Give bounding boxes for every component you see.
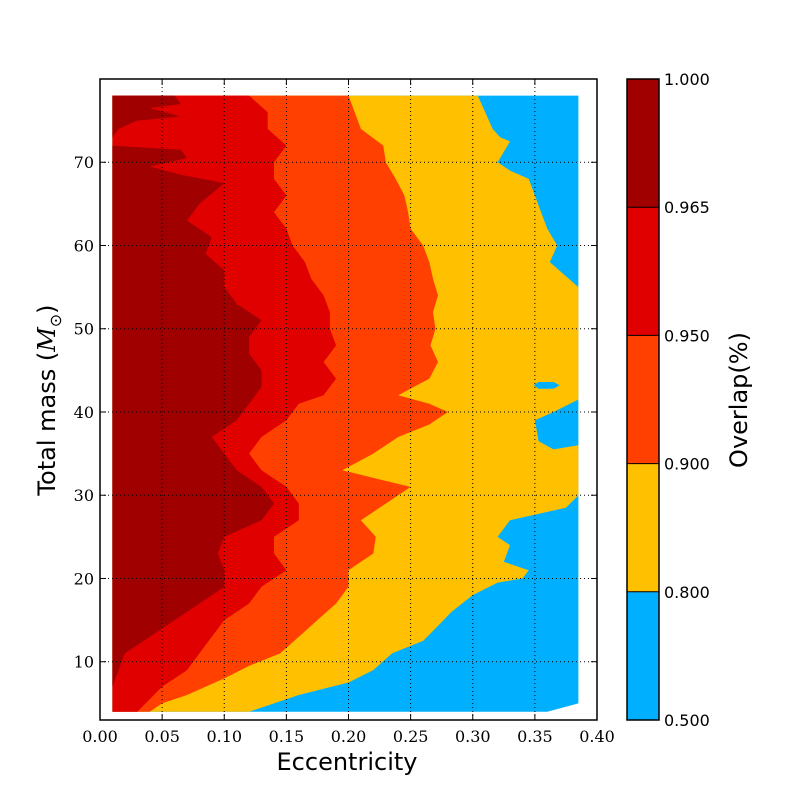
colorbar-segment-0.9-0.95 [627,335,659,464]
contour-band-0.965-1 [112,95,275,712]
colorbar: 0.500 0.800 0.900 0.950 0.965 1.000 Overlap(%… [626,70,753,730]
y-axis-label-text: Total mass ( [33,352,61,497]
y-axis-label: Total mass (M⊙) [33,304,65,496]
y-tick-label: 50 [74,320,94,339]
x-tick-label: 0.00 [82,727,118,746]
colorbar-ticks: 0.500 0.800 0.900 0.950 0.965 1.000 [627,70,710,730]
colorbar-tick-label: 0.965 [664,198,710,217]
contour-layer [112,95,579,712]
y-tick-label: 30 [74,486,94,505]
y-tick-label: 20 [74,569,94,588]
y-tick-label: 10 [74,653,94,672]
x-tick-label: 0.10 [206,727,242,746]
x-tick-label: 0.30 [455,727,491,746]
colorbar-segment-0.95-0.965 [627,207,659,336]
y-axis-label-close: ) [33,304,61,313]
colorbar-segment-0.965-1 [627,79,659,208]
colorbar-label: Overlap(%) [725,332,753,468]
colorbar-tick-label: 0.900 [664,455,710,474]
x-tick-label: 0.40 [579,727,615,746]
contour-island-low-overlap [533,382,560,389]
y-tick-label: 60 [74,236,94,255]
grid-lines [100,79,597,720]
colorbar-segment-0.8-0.9 [627,463,659,592]
y-axis-label-symbol: M [33,326,61,353]
x-axis-label: Eccentricity [277,748,418,776]
colorbar-tick-label: 0.950 [664,326,710,345]
colorbar-segments [627,79,659,720]
y-tick-label: 40 [74,403,94,422]
y-tick-label: 70 [74,153,94,172]
x-tick-label: 0.15 [269,727,305,746]
colorbar-tick-label: 0.500 [664,711,710,730]
colorbar-frame [626,78,660,721]
y-axis-ticks: 10 20 30 40 50 60 70 [74,153,597,672]
x-tick-label: 0.25 [393,727,429,746]
x-tick-label: 0.35 [517,727,553,746]
colorbar-tick-label: 1.000 [664,70,710,89]
x-tick-label: 0.20 [331,727,367,746]
x-tick-label: 0.05 [144,727,180,746]
colorbar-segment-0.5-0.8 [627,591,659,720]
y-axis-label-subscript: ⊙ [46,314,65,327]
x-axis-ticks: 0.00 0.05 0.10 0.15 0.20 0.25 0.30 0.35 0.40 [82,79,615,746]
colorbar-tick-label: 0.800 [664,583,710,602]
svg-text:Total mass (M⊙): Total mass (M⊙) [33,304,65,496]
